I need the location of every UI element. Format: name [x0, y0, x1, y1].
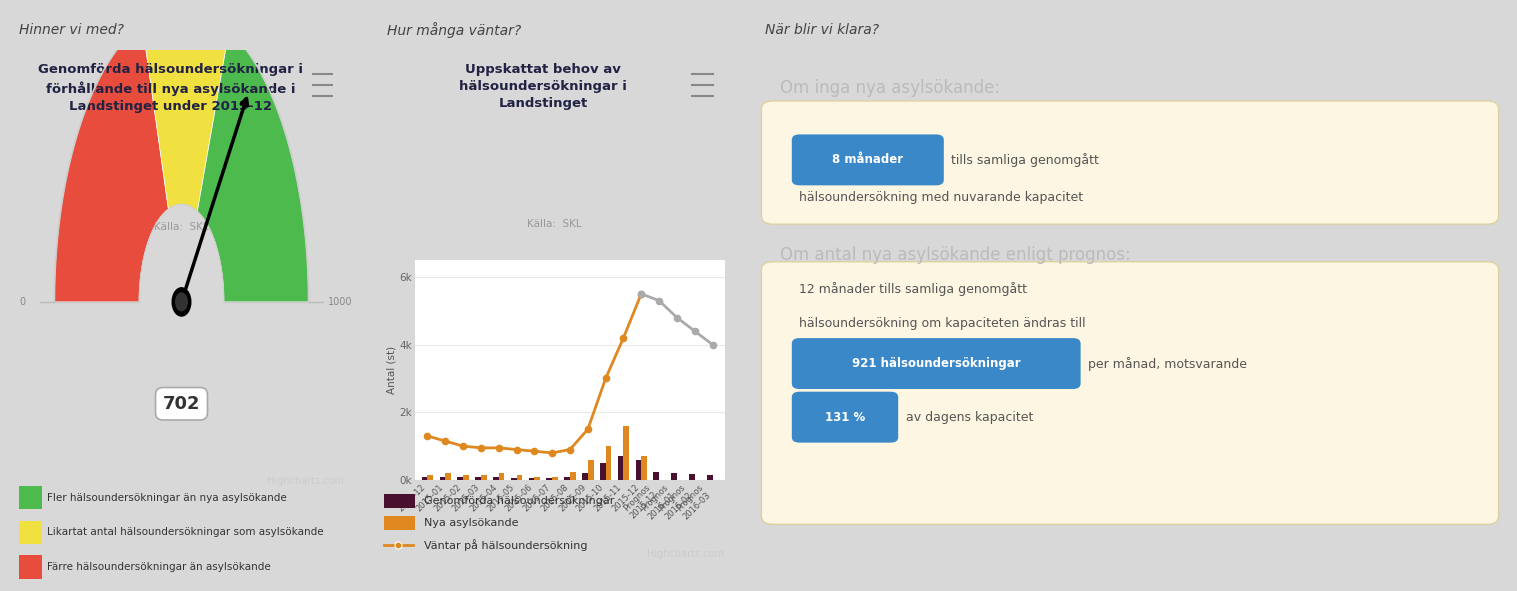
- Text: 1000: 1000: [328, 297, 352, 307]
- Bar: [570, 472, 575, 480]
- Bar: [552, 476, 558, 480]
- FancyBboxPatch shape: [762, 262, 1499, 524]
- Bar: [654, 472, 658, 480]
- Bar: [599, 463, 605, 480]
- Y-axis label: Antal (st): Antal (st): [387, 346, 396, 394]
- Text: Om antal nya asylsökande enligt prognos:: Om antal nya asylsökande enligt prognos:: [780, 246, 1132, 264]
- Bar: [463, 475, 469, 480]
- FancyBboxPatch shape: [20, 521, 42, 544]
- Text: Källa:  SKL: Källa: SKL: [155, 222, 209, 232]
- Text: Färre hälsoundersökningar än asylsökande: Färre hälsoundersökningar än asylsökande: [47, 562, 272, 572]
- Bar: [546, 478, 552, 480]
- Bar: [517, 475, 522, 480]
- Bar: [636, 460, 642, 480]
- Circle shape: [173, 288, 191, 316]
- FancyBboxPatch shape: [384, 516, 414, 530]
- Text: Nya asylsökande: Nya asylsökande: [423, 518, 519, 528]
- Text: Hinner vi med?: Hinner vi med?: [20, 22, 124, 37]
- Bar: [534, 476, 540, 480]
- Bar: [564, 476, 570, 480]
- Bar: [583, 473, 587, 480]
- Text: 131 %: 131 %: [825, 411, 865, 424]
- Text: per månad, motsvarande: per månad, motsvarande: [1088, 356, 1247, 371]
- Polygon shape: [55, 23, 168, 302]
- Text: Väntar på hälsoundersökning: Väntar på hälsoundersökning: [423, 539, 587, 551]
- Text: Likartat antal hälsoundersökningar som asylsökande: Likartat antal hälsoundersökningar som a…: [47, 527, 325, 537]
- Text: 8 månader: 8 månader: [833, 154, 903, 167]
- Bar: [475, 478, 481, 480]
- FancyBboxPatch shape: [792, 338, 1080, 389]
- Bar: [446, 473, 451, 480]
- Bar: [440, 477, 446, 480]
- Bar: [617, 456, 623, 480]
- Text: 0: 0: [20, 297, 26, 307]
- Bar: [642, 456, 646, 480]
- Bar: [481, 475, 487, 480]
- Bar: [528, 478, 534, 480]
- FancyBboxPatch shape: [384, 494, 414, 508]
- Text: Genomförda hälsoundersökningar i
förhållande till nya asylsökande i
Landstinget : Genomförda hälsoundersökningar i förhåll…: [38, 63, 303, 113]
- Text: av dagens kapacitet: av dagens kapacitet: [906, 411, 1033, 424]
- Bar: [623, 426, 630, 480]
- Text: Hur många väntar?: Hur många väntar?: [387, 22, 522, 38]
- Text: tills samliga genomgått: tills samliga genomgått: [951, 153, 1100, 167]
- Text: hälsoundersökning om kapaciteten ändras till: hälsoundersökning om kapaciteten ändras …: [799, 317, 1086, 330]
- Bar: [428, 475, 434, 480]
- Text: 702: 702: [162, 395, 200, 413]
- Text: hälsoundersökning med nuvarande kapacitet: hälsoundersökning med nuvarande kapacite…: [799, 191, 1083, 204]
- FancyBboxPatch shape: [20, 556, 42, 579]
- FancyBboxPatch shape: [762, 101, 1499, 224]
- Text: 921 hälsoundersökningar: 921 hälsoundersökningar: [853, 357, 1021, 370]
- Text: När blir vi klara?: När blir vi klara?: [765, 22, 880, 37]
- Circle shape: [176, 293, 187, 311]
- Text: Källa:  SKL: Källa: SKL: [526, 219, 581, 229]
- Text: Highcharts.com: Highcharts.com: [648, 549, 724, 559]
- Bar: [499, 473, 505, 480]
- Bar: [605, 446, 611, 480]
- Bar: [587, 460, 593, 480]
- Bar: [689, 474, 695, 480]
- Text: 12 månader tills samliga genomgått: 12 månader tills samliga genomgått: [799, 281, 1027, 296]
- Bar: [511, 478, 517, 480]
- FancyBboxPatch shape: [20, 486, 42, 509]
- Bar: [671, 473, 677, 480]
- Text: Highcharts.com: Highcharts.com: [267, 476, 344, 486]
- Bar: [458, 478, 463, 480]
- Bar: [707, 475, 713, 480]
- FancyBboxPatch shape: [792, 392, 898, 443]
- Polygon shape: [143, 9, 229, 212]
- FancyBboxPatch shape: [792, 134, 944, 186]
- Text: Fler hälsoundersökningar än nya asylsökande: Fler hälsoundersökningar än nya asylsöka…: [47, 492, 287, 502]
- Text: Genomförda hälsoundersökningar: Genomförda hälsoundersökningar: [423, 496, 614, 506]
- Text: Uppskattat behov av
hälsoundersökningar i
Landstinget: Uppskattat behov av hälsoundersökningar …: [460, 63, 627, 111]
- Bar: [493, 478, 499, 480]
- Bar: [422, 478, 428, 480]
- Polygon shape: [197, 30, 308, 302]
- Text: Om inga nya asylsökande:: Om inga nya asylsökande:: [780, 79, 1001, 98]
